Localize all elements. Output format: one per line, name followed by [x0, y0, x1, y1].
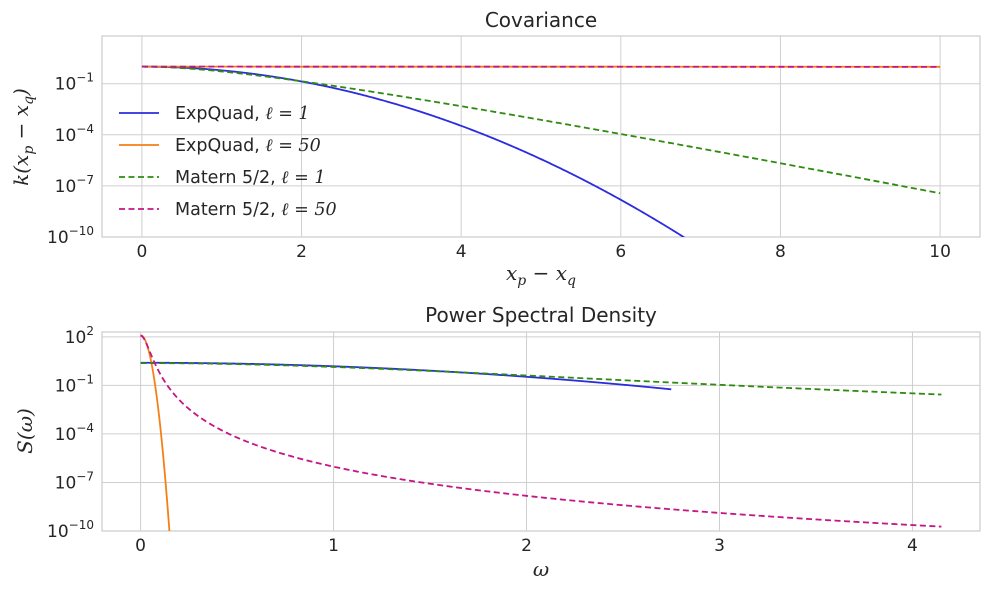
- psd-xlabel: ω: [533, 557, 549, 581]
- covariance-panel: 0 2 4 6 8 10 10−1 10−4 10−7 10−10 Covariance xp −…: [9, 8, 981, 289]
- psd-lines: [140, 334, 942, 531]
- psd-grid: [102, 332, 980, 531]
- x-tick-label: 2: [296, 242, 307, 262]
- series-line-matern-1: [141, 65, 941, 195]
- x-tick-label: 1: [328, 536, 339, 556]
- covariance-title: Covariance: [485, 8, 597, 32]
- covariance-ticks: 0 2 4 6 8 10 10−1 10−4 10−7 10−10: [47, 71, 951, 262]
- x-tick-label: 0: [135, 536, 146, 556]
- covariance-ylabel: k(xp − xq): [9, 88, 37, 186]
- y-tick-label: 10−1: [55, 71, 94, 95]
- y-tick-label: 10−7: [55, 469, 94, 493]
- x-tick-label: 8: [775, 242, 786, 262]
- y-tick-label: 10−10: [47, 518, 94, 542]
- psd-ticks: 0 1 2 3 4 102 10−1 10−4 10−7 10−10: [47, 324, 918, 556]
- y-tick-label: 10−7: [55, 173, 94, 197]
- y-tick-label: 10−4: [55, 122, 94, 146]
- y-tick-label: 10−1: [55, 372, 94, 396]
- x-tick-label: 3: [714, 536, 725, 556]
- psd-plot-area: [101, 331, 981, 532]
- x-tick-label: 4: [456, 242, 467, 262]
- x-tick-label: 0: [136, 242, 147, 262]
- legend-label: ExpQuad, ℓ = 50: [175, 136, 321, 156]
- x-tick-label: 2: [521, 536, 532, 556]
- series-line-expquad-1: [141, 65, 686, 237]
- x-tick-label: 10: [929, 242, 951, 262]
- legend-label: ExpQuad, ℓ = 1: [175, 104, 310, 124]
- y-tick-label: 10−4: [55, 421, 94, 445]
- covariance-lines: [141, 65, 941, 237]
- covariance-plot-area: [101, 35, 981, 238]
- legend-label: Matern 5/2, ℓ = 50: [175, 200, 337, 220]
- x-tick-label: 4: [907, 536, 918, 556]
- covariance-xlabel: xp − xq: [506, 261, 576, 289]
- psd-ylabel: S(ω): [13, 408, 37, 454]
- series-line-matern-50: [140, 334, 942, 528]
- legend-label: Matern 5/2, ℓ = 1: [175, 168, 326, 188]
- series-line-expquad-50: [140, 334, 171, 531]
- covariance-grid: [102, 36, 980, 237]
- psd-panel: 0 1 2 3 4 102 10−1 10−4 10−7 10−10 Power Spectral…: [13, 303, 981, 581]
- series-line-matern-1: [140, 362, 942, 396]
- x-tick-label: 6: [615, 242, 626, 262]
- psd-title: Power Spectral Density: [425, 303, 657, 327]
- covariance-legend: ExpQuad, ℓ = 1 ExpQuad, ℓ = 50 Matern 5/2,…: [119, 104, 337, 220]
- y-tick-label: 102: [65, 324, 94, 348]
- y-tick-label: 10−10: [47, 224, 94, 248]
